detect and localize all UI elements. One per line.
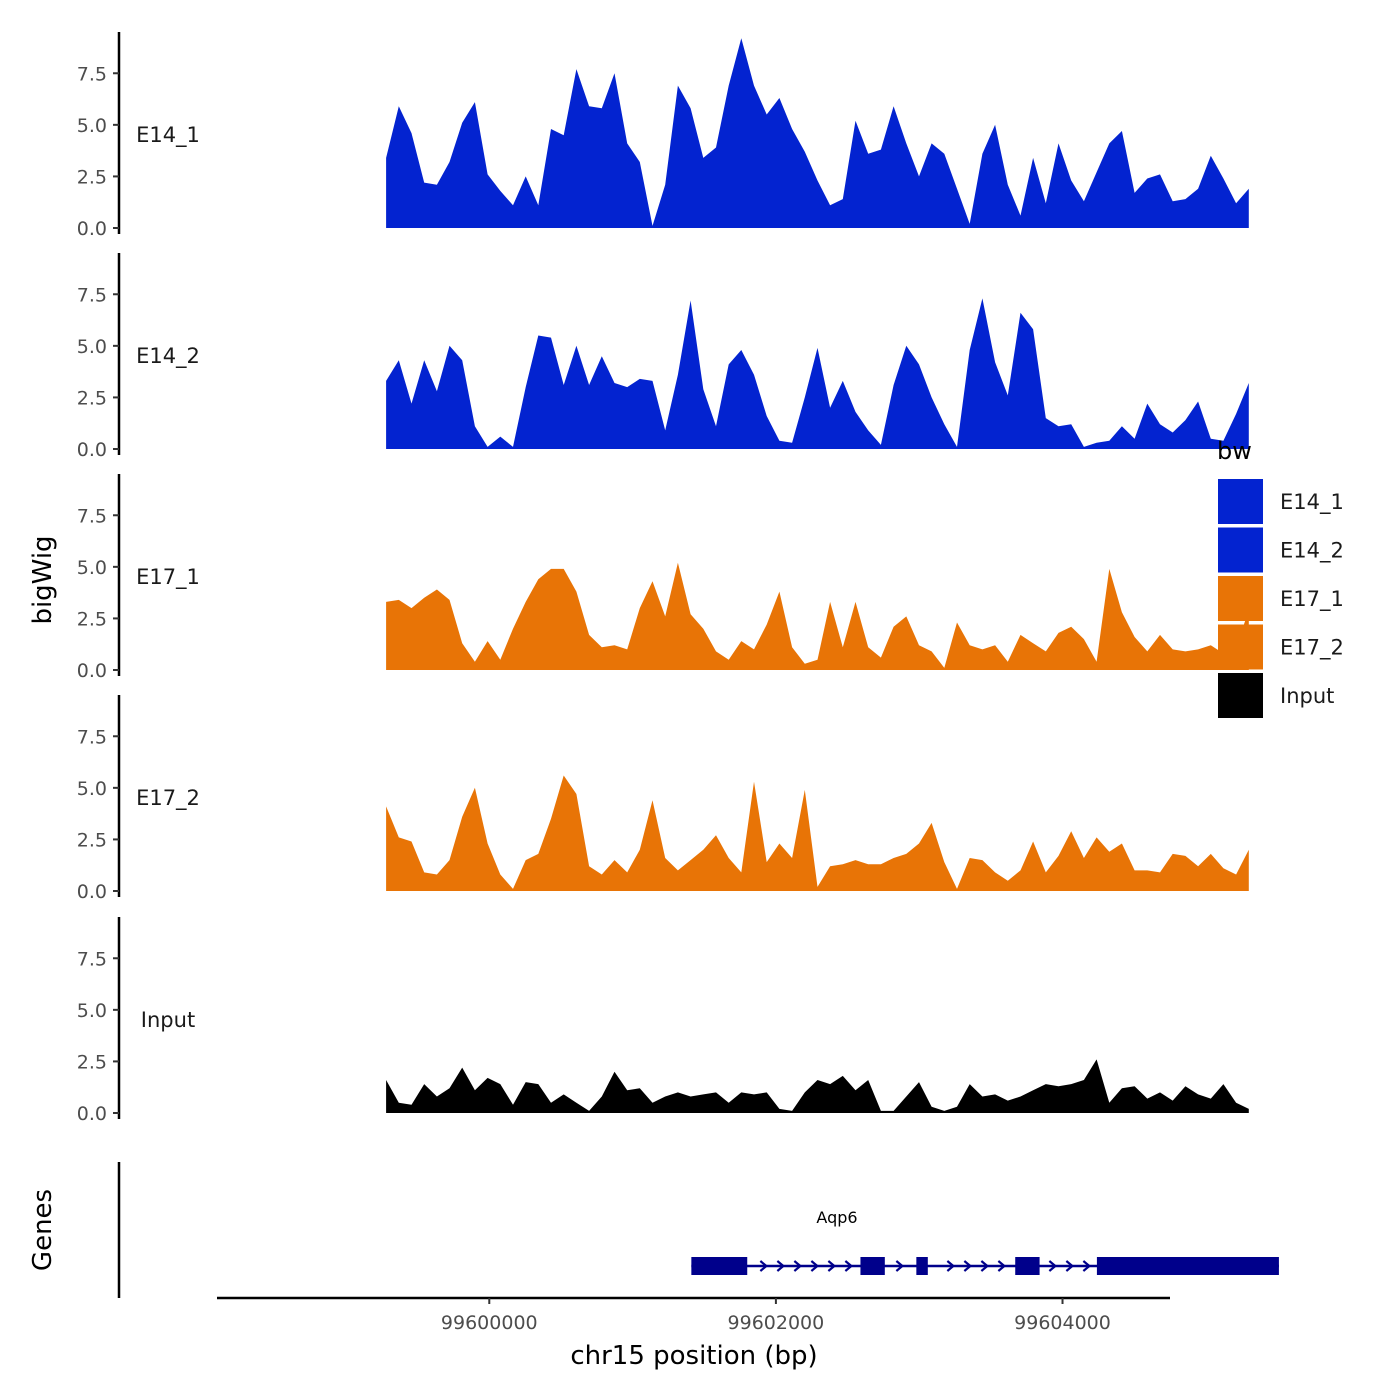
track-label: E14_1 (136, 123, 200, 148)
strand-arrow (844, 1260, 854, 1272)
coverage-area-e17-2 (386, 775, 1249, 891)
strand-arrow (980, 1260, 990, 1272)
gene-exon (860, 1257, 885, 1275)
track-label: E17_2 (136, 786, 200, 811)
gene-model: Aqp6 (691, 1208, 1279, 1275)
coverage-area-e17-1 (386, 562, 1249, 670)
y-tick-label: 5.0 (77, 115, 107, 137)
strand-arrow (1082, 1260, 1092, 1272)
y-tick-label: 5.0 (77, 336, 107, 358)
strand-arrow (1065, 1260, 1075, 1272)
strand-arrow (759, 1260, 769, 1272)
y-tick-label: 0.0 (77, 881, 107, 903)
gene-exon (916, 1257, 928, 1275)
coverage-area-e14-2 (386, 298, 1249, 449)
y-tick-label: 0.0 (77, 660, 107, 682)
y-tick-label: 7.5 (77, 948, 107, 970)
track-label: E14_2 (136, 344, 200, 369)
y-tick-label: 0.0 (77, 1103, 107, 1125)
legend-label: Input (1280, 684, 1334, 708)
coverage-area-input (386, 1059, 1249, 1113)
strand-arrow (1048, 1260, 1058, 1272)
strand-arrow (895, 1260, 905, 1272)
x-axis-title: chr15 position (bp) (570, 1341, 817, 1371)
legend-label: E17_1 (1280, 587, 1344, 612)
coverage-tracks: 0.0 2.5 5.0 7.5 E14_1 0.0 2.5 5.0 7.5 E14_2 0.0 2.5… (77, 32, 1249, 1125)
strand-arrow (997, 1260, 1007, 1272)
y-tick-label: 0.0 (77, 218, 107, 240)
x-tick-label: 99600000 (441, 1312, 538, 1334)
legend-swatch (1218, 624, 1263, 670)
x-axis: 99600000 99602000 99604000 (217, 1296, 1170, 1334)
legend-swatch (1218, 527, 1263, 573)
strand-arrow (776, 1260, 786, 1272)
y-tick-label: 0.0 (77, 439, 107, 461)
y-tick-label: 7.5 (77, 505, 107, 527)
strand-arrow (793, 1260, 803, 1272)
legend-swatch (1218, 576, 1263, 621)
y-tick-label: 7.5 (77, 726, 107, 748)
track-label: Input (141, 1008, 195, 1032)
y-tick-label: 2.5 (77, 166, 107, 188)
legend: bw E14_1 E14_2 E17_1 E17_2 Input (1217, 437, 1344, 718)
y-tick-label: 5.0 (77, 778, 107, 800)
y-tick-label: 2.5 (77, 387, 107, 409)
strand-arrow (827, 1260, 837, 1272)
strand-arrow (963, 1260, 973, 1272)
y-tick-label: 7.5 (77, 284, 107, 306)
legend-swatch (1218, 673, 1263, 718)
legend-title: bw (1217, 437, 1252, 465)
legend-swatch (1218, 479, 1263, 524)
gene-name-label: Aqp6 (816, 1208, 857, 1227)
y-tick-label: 7.5 (77, 63, 107, 85)
y-tick-label: 5.0 (77, 1000, 107, 1022)
track-e17-1: 0.0 2.5 5.0 7.5 E17_1 (77, 474, 1249, 682)
y-tick-label: 5.0 (77, 557, 107, 579)
gene-exon (1015, 1257, 1040, 1275)
track-e17-2: 0.0 2.5 5.0 7.5 E17_2 (77, 695, 1249, 903)
genes-panel-title: Genes (28, 1189, 58, 1271)
coverage-area-e14-1 (386, 38, 1249, 229)
legend-label: E14_1 (1280, 490, 1344, 515)
strand-arrow (810, 1260, 820, 1272)
legend-label: E14_2 (1280, 539, 1344, 564)
x-tick-label: 99604000 (1014, 1312, 1111, 1334)
track-label: E17_1 (136, 565, 200, 590)
track-e14-2: 0.0 2.5 5.0 7.5 E14_2 (77, 253, 1249, 461)
y-axis-title: bigWig (28, 535, 58, 624)
track-input: 0.0 2.5 5.0 7.5 Input (77, 917, 1249, 1125)
y-tick-label: 2.5 (77, 829, 107, 851)
strand-arrow (946, 1260, 956, 1272)
x-tick-label: 99602000 (728, 1312, 825, 1334)
legend-label: E17_2 (1280, 636, 1344, 661)
y-tick-label: 2.5 (77, 1051, 107, 1073)
track-e14-1: 0.0 2.5 5.0 7.5 E14_1 (77, 32, 1249, 240)
genes-panel: Genes Aqp6 (28, 1162, 1279, 1298)
y-tick-label: 2.5 (77, 608, 107, 630)
gene-exon (1096, 1257, 1279, 1275)
gene-exon (691, 1257, 748, 1275)
